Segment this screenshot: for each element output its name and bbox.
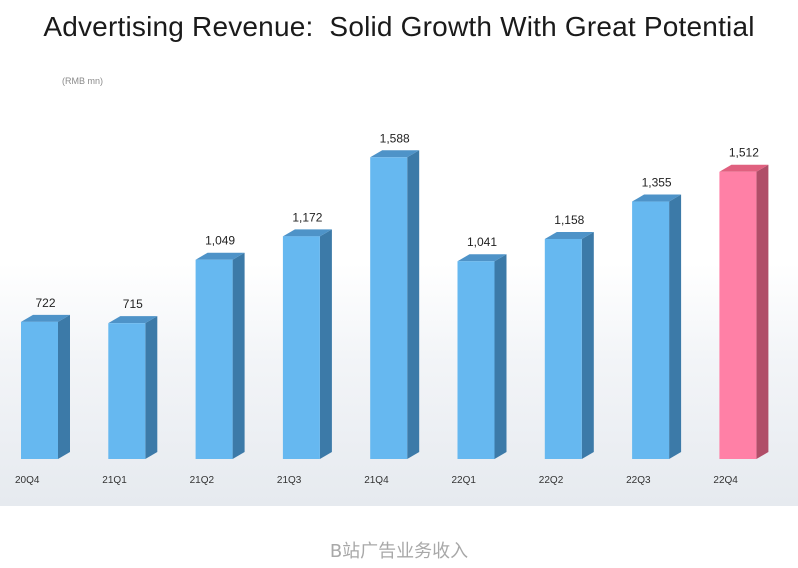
x-tick-label: 21Q2 bbox=[190, 475, 215, 486]
x-tick-label: 21Q4 bbox=[364, 475, 389, 486]
data-label: 1,172 bbox=[292, 210, 322, 224]
bar-top bbox=[282, 229, 332, 237]
bar-top bbox=[719, 164, 769, 172]
bar bbox=[719, 171, 757, 459]
bar-top bbox=[632, 194, 682, 202]
bar-side bbox=[407, 150, 420, 459]
data-label: 715 bbox=[123, 297, 143, 311]
bar-side bbox=[756, 164, 769, 459]
data-label: 1,588 bbox=[380, 131, 410, 145]
caption: B站广告业务收入 bbox=[329, 541, 469, 562]
bar bbox=[632, 201, 670, 460]
data-label: 1,041 bbox=[467, 235, 497, 249]
bar-top bbox=[195, 252, 245, 260]
chart-title: Advertising Revenue: Solid Growth With G… bbox=[43, 11, 755, 42]
bar bbox=[195, 259, 233, 459]
bar bbox=[108, 323, 146, 459]
bar-top bbox=[457, 254, 507, 262]
x-tick-label: 20Q4 bbox=[15, 475, 40, 486]
bar-side bbox=[319, 229, 332, 459]
x-tick-label: 21Q1 bbox=[102, 475, 127, 486]
bar-side bbox=[494, 254, 507, 459]
unit-label: (RMB mn) bbox=[62, 76, 103, 86]
bar bbox=[544, 238, 582, 459]
bar-top bbox=[544, 231, 594, 239]
x-tick-label: 21Q3 bbox=[277, 475, 302, 486]
bar bbox=[21, 321, 58, 459]
bar-top bbox=[108, 316, 158, 324]
bar-side bbox=[145, 316, 158, 459]
x-tick-label: 22Q3 bbox=[626, 475, 651, 486]
chart-slide: Advertising Revenue: Solid Growth With G… bbox=[0, 0, 798, 506]
bar-side bbox=[581, 231, 594, 459]
data-label: 1,355 bbox=[642, 176, 672, 190]
bar-top bbox=[21, 314, 70, 322]
bar-side bbox=[232, 252, 245, 459]
bar-chart: 722 20Q4 715 21Q1 1,049 21Q2 1,172 21Q3 1,588 21Q… bbox=[15, 131, 769, 486]
x-tick-label: 22Q1 bbox=[452, 475, 477, 486]
bar-top bbox=[370, 150, 420, 158]
bar bbox=[457, 261, 495, 459]
x-tick-label: 22Q2 bbox=[539, 475, 564, 486]
bar-side bbox=[669, 194, 682, 460]
data-label: 1,512 bbox=[729, 146, 759, 160]
bar bbox=[282, 236, 320, 459]
bar bbox=[370, 157, 408, 459]
data-label: 1,158 bbox=[554, 213, 584, 227]
data-label: 722 bbox=[35, 296, 55, 310]
data-label: 1,049 bbox=[205, 234, 235, 248]
bar-side bbox=[58, 314, 70, 459]
x-tick-label: 22Q4 bbox=[713, 475, 738, 486]
